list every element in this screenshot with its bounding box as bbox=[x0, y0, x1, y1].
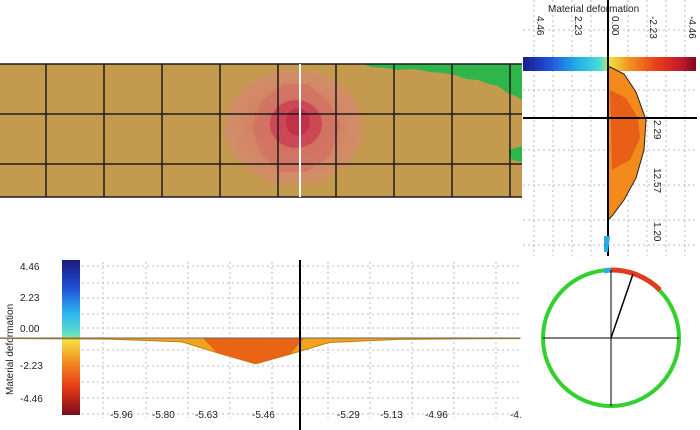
depth-tick-label: 12.57 bbox=[651, 168, 662, 193]
scale-tick-label: 4.46 bbox=[534, 16, 545, 36]
deformation-series bbox=[0, 337, 521, 365]
x-tick-label: -4. bbox=[510, 410, 522, 421]
hotspot-center bbox=[286, 108, 310, 136]
orientation-start-tick bbox=[603, 267, 612, 274]
deformation-peak bbox=[202, 338, 305, 364]
orientation-highlight-arc bbox=[610, 267, 662, 292]
x-tick-label: -4.96 bbox=[425, 410, 448, 421]
y-tick-label: -2.23 bbox=[20, 361, 43, 372]
depth-profile-peak bbox=[610, 90, 640, 170]
cross-section-grid bbox=[82, 262, 520, 418]
color-scale-bar bbox=[523, 57, 696, 71]
green-fleck bbox=[508, 146, 522, 162]
scale-tick-label: -4.46 bbox=[686, 16, 697, 39]
scale-tick-label: 2.23 bbox=[572, 16, 583, 36]
x-tick-label: -5.46 bbox=[252, 410, 275, 421]
depth-tick-label: 2.29 bbox=[651, 120, 662, 140]
depth-tick-label: 1.20 bbox=[651, 222, 662, 242]
cross-section-ylabel: Material deformation bbox=[5, 304, 16, 395]
x-tick-label: -5.13 bbox=[380, 410, 403, 421]
orientation-needle[interactable] bbox=[610, 273, 634, 339]
scale-tick-label: 0.00 bbox=[609, 16, 620, 36]
y-tick-label: 4.46 bbox=[20, 262, 40, 273]
green-region bbox=[362, 64, 522, 100]
y-tick-label: 0.00 bbox=[20, 324, 40, 335]
cross-section-y-ticks: 4.46 2.23 0.00 -2.23 -4.46 bbox=[20, 262, 43, 405]
x-tick-label: -5.63 bbox=[195, 410, 218, 421]
surface-grid bbox=[0, 63, 522, 198]
depth-tick-labels: 2.29 12.57 1.20 bbox=[651, 120, 662, 242]
depth-profile-blue-tail bbox=[604, 236, 610, 252]
cross-section-x-ticks: -5.96 -5.80 -5.63 -5.46 -5.29 -5.13 -4.96 -4. bbox=[110, 410, 522, 421]
y-tick-label: 2.23 bbox=[20, 293, 40, 304]
x-tick-label: -5.80 bbox=[152, 410, 175, 421]
scale-tick-label: -2.23 bbox=[647, 16, 658, 39]
depth-profile-outline bbox=[607, 65, 647, 221]
color-scale-tick-labels: 4.46 2.23 0.00 -2.23 -4.46 bbox=[534, 16, 697, 39]
right-panel-title: Material deformation bbox=[548, 4, 639, 15]
x-tick-label: -5.96 bbox=[110, 410, 133, 421]
x-tick-label: -5.29 bbox=[337, 410, 360, 421]
y-tick-label: -4.46 bbox=[20, 394, 43, 405]
